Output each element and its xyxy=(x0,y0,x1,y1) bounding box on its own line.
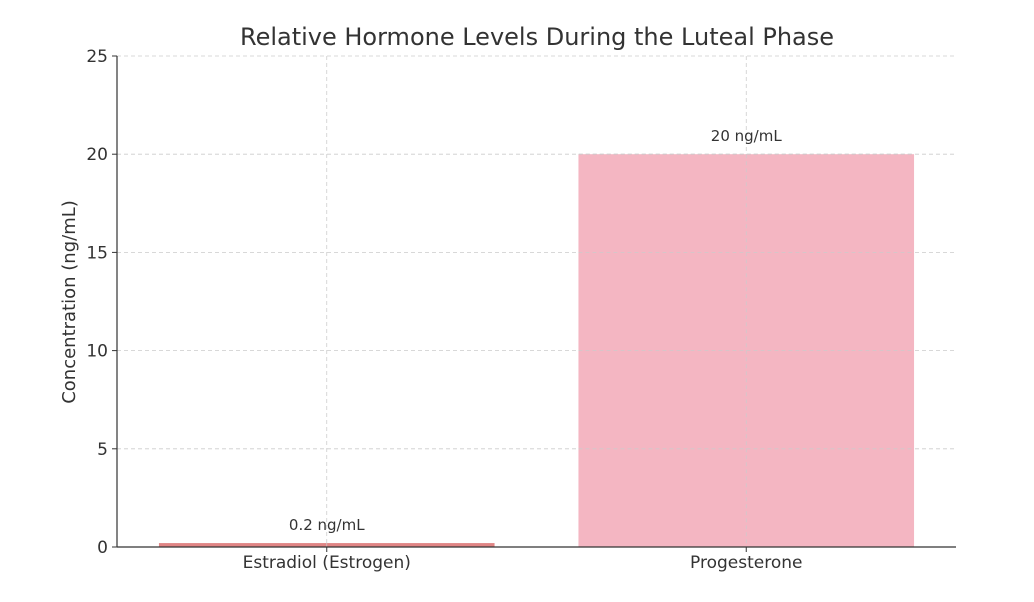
y-axis-label: Concentration (ng/mL) xyxy=(59,200,80,404)
y-tick-label: 10 xyxy=(86,342,108,362)
y-tick-label: 25 xyxy=(86,47,108,67)
bars xyxy=(158,153,915,547)
y-tick-label: 20 xyxy=(86,145,108,165)
y-tick-label: 0 xyxy=(97,538,108,558)
labels: 0 5 10 15 20 25 Estradiol (Estrogen) Progestero… xyxy=(86,47,802,573)
axes xyxy=(112,55,956,552)
x-tick-label: Progesterone xyxy=(690,553,802,573)
x-tick-label: Estradiol (Estrogen) xyxy=(243,553,411,573)
data-label: 0.2 ng/mL xyxy=(289,516,365,534)
y-tick-label: 5 xyxy=(97,440,108,460)
chart-title: Relative Hormone Levels During the Lutea… xyxy=(240,23,834,51)
y-tick-label: 15 xyxy=(86,243,108,263)
data-label: 20 ng/mL xyxy=(711,127,783,145)
